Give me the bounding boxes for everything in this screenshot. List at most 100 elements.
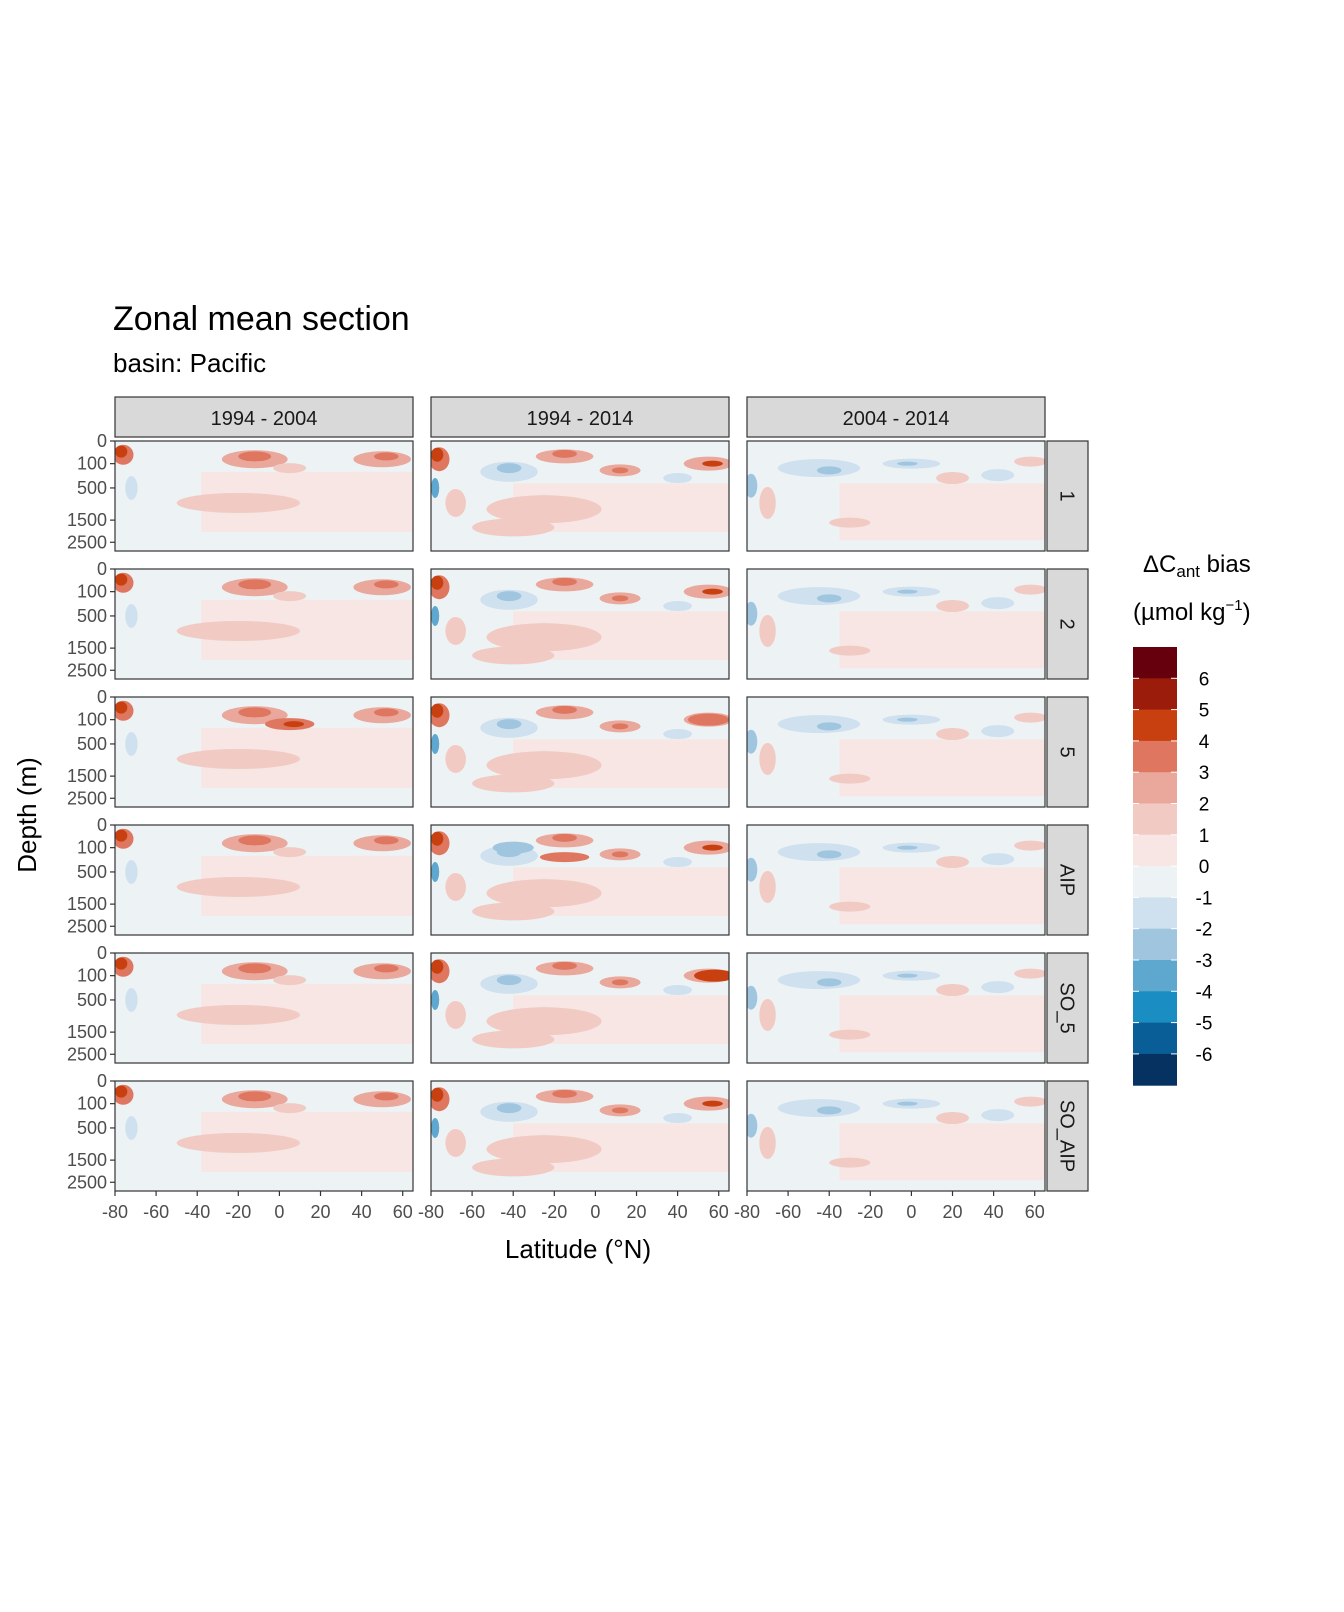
contour-region <box>747 1113 758 1138</box>
contour-region <box>472 1158 555 1177</box>
column-strip-label: 2004 - 2014 <box>843 408 950 430</box>
contour-region <box>663 857 693 868</box>
x-axis-title: Latitude (°N) <box>505 1234 651 1264</box>
column-strip <box>746 396 1046 438</box>
contour-region <box>611 979 629 986</box>
y-tick-label: 100 <box>77 582 107 602</box>
y-tick-label: 500 <box>77 862 107 882</box>
contour-region <box>273 463 307 474</box>
contour-region <box>431 447 444 462</box>
y-axes: 0100500150025000100500150025000100500150… <box>67 431 115 1192</box>
panel <box>431 569 729 679</box>
contour-region <box>897 845 918 850</box>
contour-region <box>611 467 629 474</box>
contour-region <box>431 831 444 846</box>
contour-region <box>431 959 444 974</box>
legend-swatch <box>1133 897 1177 930</box>
contour-region <box>611 851 629 858</box>
panel <box>115 697 413 807</box>
contour-region <box>816 1106 842 1115</box>
y-tick-label: 500 <box>77 990 107 1010</box>
contour-region <box>1014 584 1045 595</box>
row-strips: 1 2 5 AIP SO_5 SO_AIP <box>1046 440 1089 1192</box>
x-tick-label: 20 <box>943 1202 963 1222</box>
contour-region <box>445 872 466 901</box>
y-tick-label: 0 <box>97 431 107 451</box>
panel <box>747 825 1045 935</box>
contour-region <box>981 597 1015 610</box>
contour-region <box>694 969 729 982</box>
contour-region <box>936 472 969 485</box>
contour-region <box>759 1126 776 1159</box>
panel-border <box>430 1080 730 1192</box>
row-strip <box>1046 440 1089 552</box>
contour-region <box>115 1085 128 1098</box>
contour-region <box>611 595 629 602</box>
contour-region <box>839 867 1045 925</box>
contour-region <box>373 1092 399 1101</box>
row-strip <box>1046 568 1089 680</box>
contour-region <box>496 975 522 986</box>
x-tick-label: -80 <box>418 1202 444 1222</box>
legend-swatch <box>1133 866 1177 898</box>
contour-region <box>283 721 305 728</box>
x-tick-label: -20 <box>225 1202 251 1222</box>
contour-region <box>273 591 307 602</box>
contour-region <box>431 733 440 754</box>
contour-region <box>273 1103 307 1114</box>
contour-region <box>115 445 128 458</box>
y-tick-label: 1500 <box>67 894 107 914</box>
contour-region <box>839 483 1045 541</box>
panel-border <box>430 696 730 808</box>
y-tick-label: 0 <box>97 815 107 835</box>
x-tick-label: 0 <box>590 1202 600 1222</box>
x-tick-label: 60 <box>1025 1202 1045 1222</box>
contour-region <box>981 725 1015 738</box>
contour-region <box>486 751 602 780</box>
x-tick-label: -20 <box>857 1202 883 1222</box>
legend-label: 3 <box>1199 763 1210 784</box>
y-tick-label: 2500 <box>67 788 107 808</box>
panel <box>115 953 413 1063</box>
contour-region <box>936 856 969 869</box>
contour-region <box>663 985 693 996</box>
contour-region <box>552 961 577 970</box>
contour-region <box>496 591 522 602</box>
contour-region <box>496 719 522 730</box>
contour-region <box>238 451 272 462</box>
contour-region <box>431 605 440 626</box>
contour-region <box>125 603 138 628</box>
contour-region <box>816 722 842 731</box>
contour-region <box>125 1115 138 1140</box>
contour-region <box>981 981 1015 994</box>
column-strip <box>430 396 730 438</box>
contour-region <box>238 835 272 846</box>
x-tick-label: 60 <box>709 1202 729 1222</box>
contour-region <box>816 850 842 859</box>
contour-region <box>611 1107 629 1114</box>
contour-region <box>176 748 300 769</box>
contour-region <box>373 452 399 461</box>
y-tick-label: 100 <box>77 966 107 986</box>
contour-region <box>839 995 1045 1053</box>
x-tick-label: -40 <box>500 1202 526 1222</box>
contour-region <box>816 466 842 475</box>
panel <box>431 441 729 551</box>
x-tick-label: 20 <box>627 1202 647 1222</box>
contour-region <box>816 978 842 987</box>
contour-region <box>431 1117 440 1138</box>
contour-region <box>702 460 723 467</box>
contour-region <box>176 876 300 897</box>
y-tick-label: 500 <box>77 606 107 626</box>
legend-label: 5 <box>1199 701 1210 722</box>
row-strip-label: SO_AIP <box>1056 1100 1078 1172</box>
legend-label: 6 <box>1199 669 1210 690</box>
panel-border <box>746 824 1046 936</box>
contour-region <box>663 1113 693 1124</box>
y-tick-label: 1500 <box>67 638 107 658</box>
contour-region <box>936 984 969 997</box>
contour-region <box>373 580 399 589</box>
contour-region <box>897 461 918 466</box>
contour-region <box>431 989 440 1010</box>
